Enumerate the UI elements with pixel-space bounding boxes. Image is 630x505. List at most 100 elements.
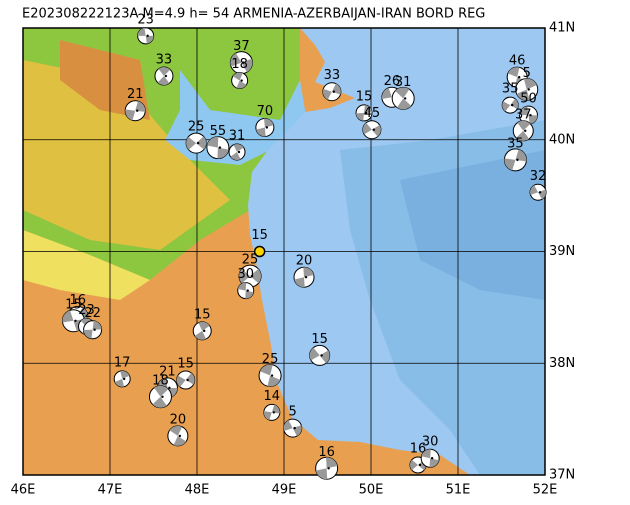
beachball-quadrant xyxy=(245,290,254,299)
beachball-dot xyxy=(196,141,200,145)
beachball-quadrant xyxy=(429,458,439,468)
beachball-dot xyxy=(242,61,245,64)
depth-label: 70 xyxy=(257,104,274,119)
beachball-quadrant xyxy=(158,67,171,77)
beachball-quadrant xyxy=(371,125,381,137)
lon-label: 48E xyxy=(185,483,210,498)
beachball-quadrant xyxy=(421,449,431,459)
beachball-dot xyxy=(270,374,274,377)
lon-label: 46E xyxy=(11,483,36,498)
beachball-dot xyxy=(327,467,330,470)
depth-label: 25 xyxy=(262,352,279,367)
beachball xyxy=(237,282,255,300)
depth-label: 17 xyxy=(114,355,131,370)
beachball-dot xyxy=(517,75,521,79)
beachball xyxy=(391,86,415,110)
lon-label: 47E xyxy=(98,483,123,498)
beachball xyxy=(231,72,249,90)
beachball-quadrant xyxy=(256,127,266,137)
beachball xyxy=(355,104,373,122)
lon-label: 51E xyxy=(446,483,471,498)
beachball-dot xyxy=(293,426,296,430)
depth-label: 55 xyxy=(210,124,227,139)
beachball-quadrant xyxy=(137,27,146,36)
beachball-quadrant xyxy=(114,378,125,387)
depth-label: 35 xyxy=(502,82,519,97)
beachball-quadrant xyxy=(528,115,538,125)
beachball xyxy=(293,266,315,288)
beachball-quadrant xyxy=(230,53,242,67)
beachball-quadrant xyxy=(309,347,320,361)
depth-label: 33 xyxy=(324,68,341,83)
beachball-quadrant xyxy=(294,277,305,288)
beachball xyxy=(258,364,282,388)
beachball xyxy=(137,27,155,45)
beachball-dot xyxy=(516,158,519,162)
main-event xyxy=(253,245,266,258)
beachball-quadrant xyxy=(230,152,241,161)
depth-label: 32 xyxy=(530,169,547,184)
depth-label: 26 xyxy=(384,74,401,89)
beachball-quadrant xyxy=(145,35,154,44)
beachball-dot xyxy=(161,395,164,398)
beachball-dot xyxy=(304,276,308,279)
depth-label: 20 xyxy=(296,254,313,269)
depth-label: 45 xyxy=(364,106,381,121)
beachball xyxy=(309,344,331,366)
beachball-dot xyxy=(418,463,422,467)
beachball-dot xyxy=(511,103,514,107)
beachball-quadrant xyxy=(236,80,247,89)
beachball xyxy=(167,425,189,447)
beachball-dot xyxy=(237,150,241,154)
lon-label: 50E xyxy=(359,483,384,498)
beachball-quadrant xyxy=(510,98,519,109)
beachball-quadrant xyxy=(169,425,183,436)
beachball xyxy=(529,183,547,201)
beachball-quadrant xyxy=(504,158,516,171)
beachball-quadrant xyxy=(196,136,207,150)
beachball xyxy=(185,132,207,154)
beachball xyxy=(113,370,131,388)
beachball-quadrant xyxy=(125,109,136,121)
beachball xyxy=(192,321,212,341)
beachball-quadrant xyxy=(362,122,372,135)
beachball-quadrant xyxy=(515,149,527,162)
beachball-quadrant xyxy=(259,364,273,376)
beachball-quadrant xyxy=(516,130,530,141)
beachball xyxy=(503,148,527,172)
beachball-quadrant xyxy=(135,101,146,112)
beachball-quadrant xyxy=(283,420,293,431)
beachball-quadrant xyxy=(364,104,373,113)
beachball-quadrant xyxy=(157,76,170,86)
beachball xyxy=(322,82,342,102)
depth-label: 16 xyxy=(318,445,335,460)
beachball-dot xyxy=(203,329,206,333)
depth-label: 23 xyxy=(78,303,95,318)
depth-label: 50 xyxy=(520,92,537,107)
depth-label: 25 xyxy=(188,120,205,135)
beachball xyxy=(83,320,103,340)
depth-label: 37 xyxy=(515,107,532,122)
depth-label: 33 xyxy=(156,53,173,68)
depth-label: 25 xyxy=(242,253,259,268)
title: E202308222123A M=4.9 h= 54 ARMENIA-AZERB… xyxy=(22,7,485,22)
beachball xyxy=(512,120,534,142)
depth-label: 31 xyxy=(229,129,246,144)
beachball xyxy=(176,370,196,390)
beachball-dot xyxy=(186,378,189,382)
beachball-dot xyxy=(332,90,336,93)
depth-label: 30 xyxy=(422,435,439,450)
beachball-quadrant xyxy=(176,375,186,388)
beachball-dot xyxy=(246,289,249,292)
depth-label: 18 xyxy=(231,57,248,72)
beachball-dot xyxy=(74,319,77,322)
beachball-quadrant xyxy=(120,370,130,379)
depth-label: 37 xyxy=(233,39,250,54)
beachball-dot xyxy=(122,377,126,381)
beachball-dot xyxy=(146,34,149,38)
beachball-quadrant xyxy=(239,269,251,284)
beachball xyxy=(420,448,440,468)
beachball-quadrant xyxy=(80,318,92,327)
beachball-dot xyxy=(430,457,434,460)
